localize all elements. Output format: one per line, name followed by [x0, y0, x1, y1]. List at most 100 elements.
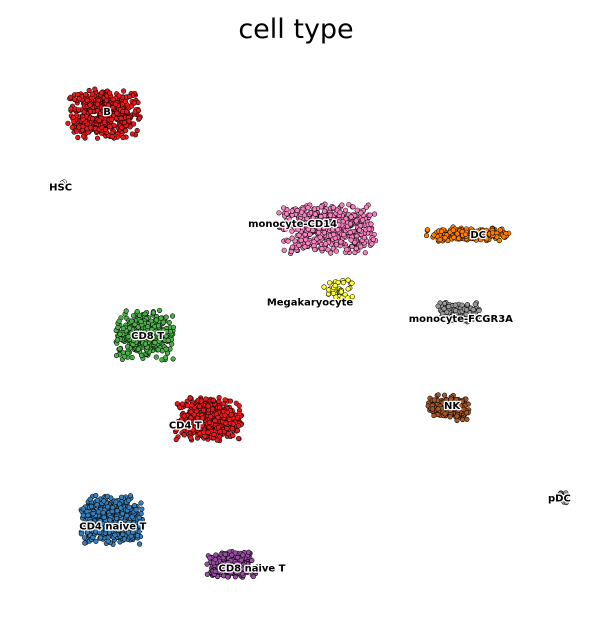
data-point — [124, 344, 131, 350]
data-point — [198, 398, 204, 404]
data-point — [123, 128, 129, 134]
data-point — [187, 395, 193, 401]
data-point — [456, 235, 462, 241]
data-point — [312, 247, 318, 253]
data-point — [347, 221, 353, 227]
data-point — [74, 128, 80, 134]
data-point — [80, 506, 86, 512]
data-point — [113, 101, 119, 107]
data-point — [212, 418, 218, 424]
data-point — [205, 429, 211, 435]
data-point — [316, 230, 322, 236]
data-point — [126, 497, 132, 503]
data-point — [150, 310, 156, 316]
data-point — [472, 301, 478, 307]
data-point — [134, 309, 140, 315]
data-point — [123, 308, 129, 314]
data-point — [250, 574, 256, 580]
data-point — [205, 403, 211, 409]
data-point — [104, 493, 111, 499]
data-point — [185, 403, 191, 409]
cluster-label-hsc: HSC — [49, 183, 72, 194]
cluster-label-cd4-naive-t: CD4 naive T — [79, 521, 146, 532]
data-point — [189, 402, 195, 408]
data-point — [353, 245, 359, 252]
data-point — [68, 94, 74, 100]
data-point — [226, 416, 232, 423]
data-point — [368, 221, 374, 227]
data-point — [169, 341, 175, 347]
data-point — [113, 353, 120, 359]
data-point — [464, 416, 470, 422]
data-point — [281, 247, 287, 253]
data-point — [110, 505, 116, 511]
data-point — [249, 557, 255, 563]
data-point — [302, 232, 308, 238]
data-point — [208, 414, 214, 420]
data-point — [94, 502, 100, 508]
data-point — [327, 280, 333, 286]
data-point — [89, 116, 96, 122]
data-point — [93, 492, 99, 498]
data-point — [93, 538, 99, 544]
data-point — [321, 230, 327, 236]
data-point — [163, 314, 169, 320]
data-point — [98, 535, 104, 541]
data-point — [110, 105, 116, 111]
data-point — [327, 212, 333, 218]
data-point — [207, 555, 213, 561]
data-point — [120, 325, 126, 331]
data-point — [435, 406, 441, 412]
data-point — [201, 429, 207, 435]
data-point — [75, 134, 81, 141]
data-point — [85, 512, 91, 518]
data-point — [370, 236, 376, 242]
data-point — [102, 127, 108, 133]
data-point — [501, 234, 507, 240]
data-point — [464, 302, 470, 308]
data-point — [212, 568, 218, 574]
data-point — [476, 308, 482, 314]
data-point — [139, 352, 145, 358]
data-point — [441, 392, 448, 398]
data-point — [289, 244, 296, 250]
data-point — [284, 211, 290, 217]
data-point — [321, 284, 327, 290]
data-point — [349, 244, 355, 250]
data-point — [139, 506, 145, 512]
data-point — [431, 232, 437, 238]
data-point — [163, 346, 169, 352]
data-point — [362, 250, 368, 256]
data-point — [435, 392, 441, 398]
data-point — [348, 214, 354, 220]
data-point — [372, 211, 378, 217]
data-point — [450, 227, 456, 233]
series-dc — [423, 224, 512, 244]
data-point — [155, 347, 161, 353]
data-point — [230, 421, 236, 427]
data-point — [296, 232, 302, 238]
cluster-label-pdc: pDC — [548, 493, 571, 504]
data-point — [107, 124, 113, 130]
data-point — [323, 241, 329, 247]
data-point — [136, 115, 143, 121]
data-point — [360, 217, 366, 223]
data-point — [281, 205, 287, 211]
data-point — [344, 247, 350, 253]
data-point — [350, 204, 356, 210]
data-point — [236, 435, 242, 441]
cluster-label-monocyte-fcgr3a: monocyte-FCGR3A — [409, 314, 513, 325]
data-point — [131, 121, 137, 127]
data-point — [437, 237, 443, 243]
data-point — [72, 96, 78, 102]
data-point — [211, 431, 217, 438]
data-point — [179, 401, 185, 407]
data-point — [224, 425, 230, 432]
data-point — [129, 131, 135, 137]
data-point — [222, 551, 228, 557]
data-point — [120, 134, 126, 141]
data-point — [127, 493, 134, 499]
data-point — [153, 354, 159, 360]
data-point — [94, 497, 100, 503]
data-point — [318, 204, 324, 210]
